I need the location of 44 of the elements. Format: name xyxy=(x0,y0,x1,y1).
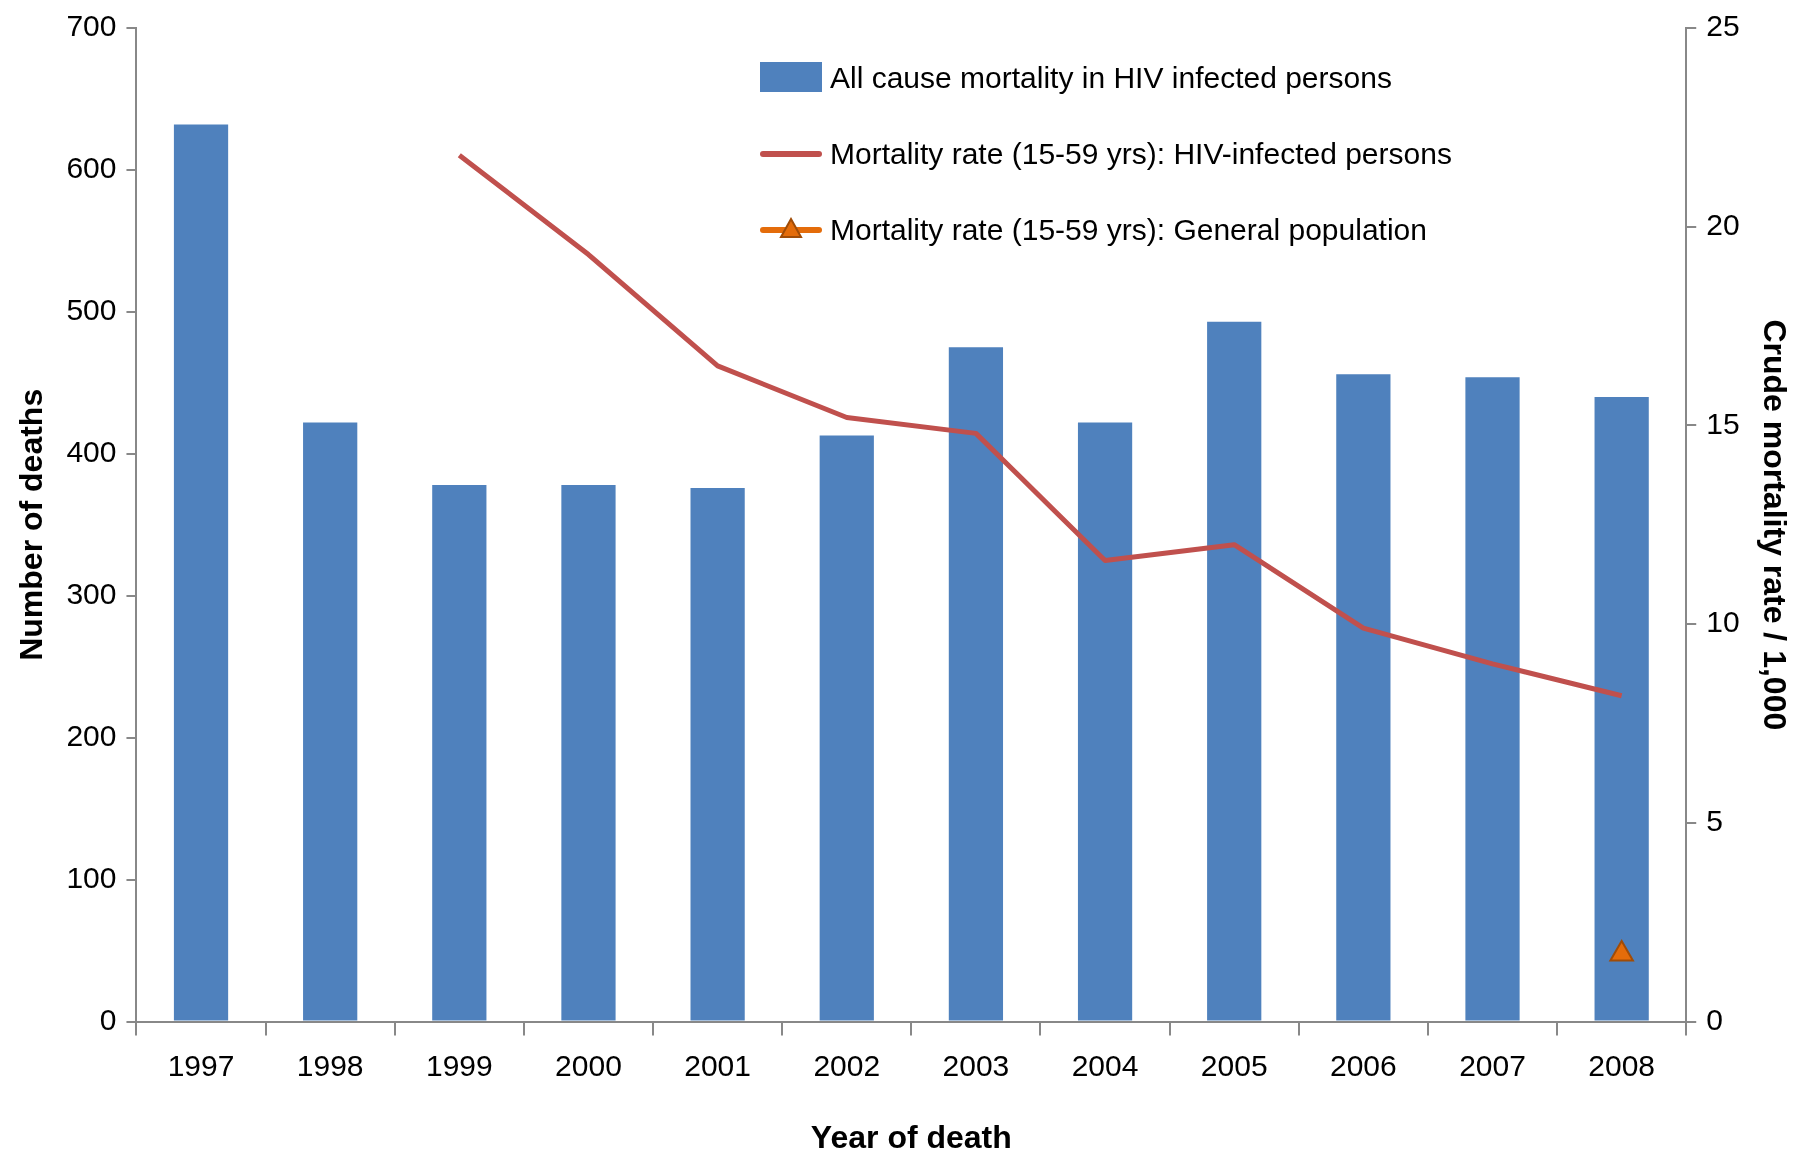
y-tick-label: 0 xyxy=(99,1002,117,1036)
x-tick-label: 2006 xyxy=(1329,1048,1397,1082)
y2-tick-label: 15 xyxy=(1706,406,1740,440)
legend-label: Mortality rate (15-59 yrs): HIV-infected persons xyxy=(830,137,1452,171)
y2-tick-label: 0 xyxy=(1706,1002,1723,1036)
x-tick-label: 2001 xyxy=(684,1048,751,1082)
y-tick-label: 200 xyxy=(66,718,117,752)
bar xyxy=(690,487,745,1021)
bar xyxy=(819,435,874,1021)
x-tick-label: 2002 xyxy=(813,1048,881,1082)
x-tick-label: 1998 xyxy=(296,1048,364,1082)
bar xyxy=(1465,377,1520,1021)
bar xyxy=(1336,374,1391,1021)
x-tick-label: 1999 xyxy=(425,1048,493,1082)
y2-tick-label: 25 xyxy=(1706,9,1740,43)
legend-label: Mortality rate (15-59 yrs): General population xyxy=(830,213,1427,247)
bar xyxy=(1594,397,1649,1021)
bar xyxy=(303,422,358,1021)
y-tick-label: 700 xyxy=(66,9,117,43)
legend-label: All cause mortality in HIV infected persons xyxy=(830,61,1392,95)
x-tick-label: 2000 xyxy=(555,1048,622,1082)
y2-axis-title: Crude mortality rate / 1,000 xyxy=(1756,319,1793,731)
x-tick-label: 2005 xyxy=(1200,1048,1268,1082)
y-tick-label: 300 xyxy=(66,577,117,611)
y2-tick-label: 10 xyxy=(1706,605,1740,639)
bar xyxy=(173,124,229,1021)
bar xyxy=(561,485,616,1021)
x-tick-label: 2003 xyxy=(942,1048,1010,1082)
bar xyxy=(948,347,1004,1021)
y-tick-label: 400 xyxy=(66,435,117,469)
y2-tick-label: 20 xyxy=(1706,207,1740,241)
x-tick-label: 2007 xyxy=(1459,1048,1526,1082)
y-tick-label: 600 xyxy=(66,151,117,185)
y-axis-title: Number of deaths xyxy=(13,388,50,661)
bar xyxy=(432,485,487,1021)
x-tick-label: 2004 xyxy=(1071,1048,1139,1082)
y-tick-label: 500 xyxy=(66,293,117,327)
x-tick-label: 2008 xyxy=(1588,1048,1656,1082)
x-tick-label: 1997 xyxy=(167,1048,235,1082)
y-tick-label: 100 xyxy=(66,860,117,894)
y2-tick-label: 5 xyxy=(1706,804,1723,838)
bar xyxy=(1207,321,1262,1021)
bar xyxy=(1077,422,1133,1021)
x-axis-title: Year of death xyxy=(810,1118,1012,1155)
